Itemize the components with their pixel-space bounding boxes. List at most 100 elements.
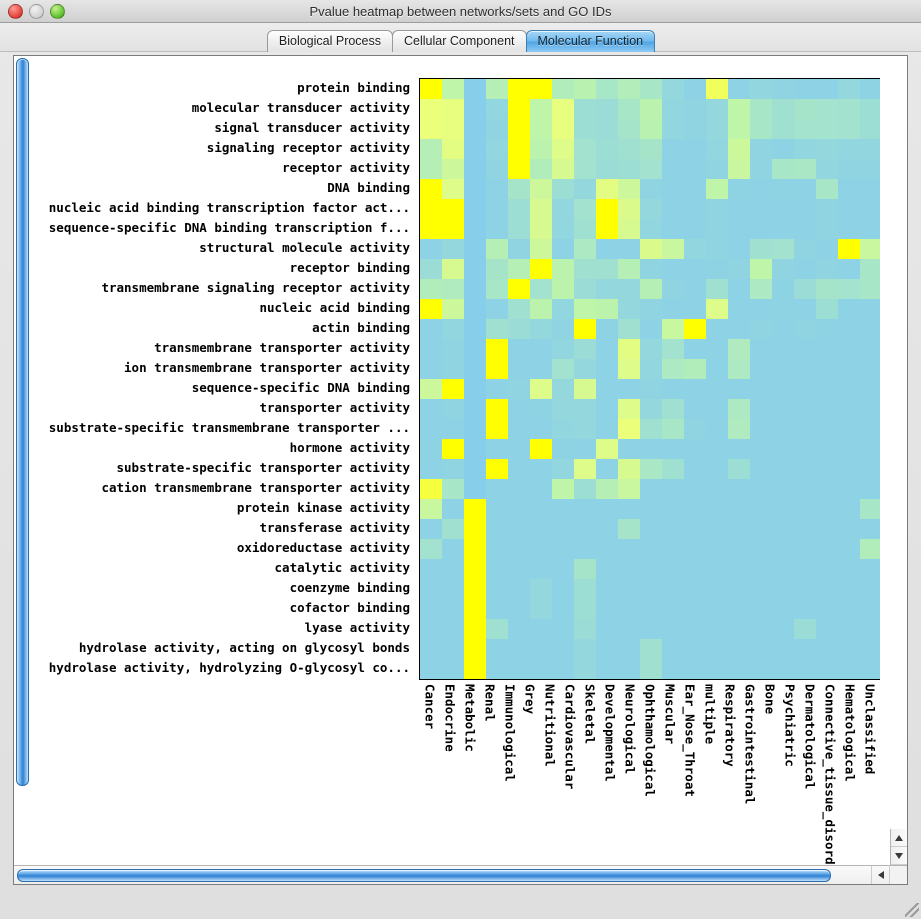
heatmap-cell[interactable] <box>618 639 640 659</box>
heatmap-cell[interactable] <box>618 299 640 319</box>
heatmap-cell[interactable] <box>552 99 574 119</box>
tab-molecular-function[interactable]: Molecular Function <box>525 30 656 52</box>
heatmap-cell[interactable] <box>684 259 706 279</box>
heatmap-cell[interactable] <box>684 519 706 539</box>
heatmap-cell[interactable] <box>684 79 706 99</box>
heatmap-cell[interactable] <box>442 159 464 179</box>
heatmap-cell[interactable] <box>640 539 662 559</box>
heatmap-cell[interactable] <box>794 599 816 619</box>
heatmap-cell[interactable] <box>860 419 880 439</box>
heatmap-cell[interactable] <box>772 179 794 199</box>
heatmap-cell[interactable] <box>508 399 530 419</box>
heatmap-cell[interactable] <box>772 599 794 619</box>
heatmap-cell[interactable] <box>860 639 880 659</box>
heatmap-cell[interactable] <box>464 499 486 519</box>
heatmap-cell[interactable] <box>530 379 552 399</box>
heatmap-cell[interactable] <box>574 399 596 419</box>
heatmap-cell[interactable] <box>662 319 684 339</box>
heatmap-cell[interactable] <box>860 499 880 519</box>
heatmap-cell[interactable] <box>772 479 794 499</box>
heatmap-cell[interactable] <box>640 659 662 679</box>
heatmap-cell[interactable] <box>530 519 552 539</box>
heatmap-cell[interactable] <box>420 539 442 559</box>
heatmap-cell[interactable] <box>530 259 552 279</box>
heatmap-cell[interactable] <box>706 659 728 679</box>
heatmap-cell[interactable] <box>662 579 684 599</box>
heatmap-cell[interactable] <box>618 519 640 539</box>
heatmap-cell[interactable] <box>728 419 750 439</box>
heatmap-cell[interactable] <box>574 259 596 279</box>
heatmap-cell[interactable] <box>794 359 816 379</box>
heatmap-cell[interactable] <box>662 359 684 379</box>
heatmap-cell[interactable] <box>442 259 464 279</box>
heatmap-cell[interactable] <box>772 259 794 279</box>
heatmap-cell[interactable] <box>464 459 486 479</box>
heatmap-cell[interactable] <box>552 479 574 499</box>
heatmap-cell[interactable] <box>838 419 860 439</box>
heatmap-cell[interactable] <box>640 599 662 619</box>
heatmap-cell[interactable] <box>750 659 772 679</box>
heatmap-cell[interactable] <box>816 619 838 639</box>
heatmap-cell[interactable] <box>508 479 530 499</box>
heatmap-cell[interactable] <box>684 139 706 159</box>
heatmap-cell[interactable] <box>728 459 750 479</box>
heatmap-cell[interactable] <box>574 619 596 639</box>
heatmap-cell[interactable] <box>838 239 860 259</box>
heatmap-cell[interactable] <box>486 419 508 439</box>
heatmap-cell[interactable] <box>464 239 486 259</box>
heatmap-cell[interactable] <box>640 479 662 499</box>
heatmap-cell[interactable] <box>552 399 574 419</box>
heatmap-cell[interactable] <box>750 79 772 99</box>
heatmap-cell[interactable] <box>508 539 530 559</box>
heatmap-cell[interactable] <box>706 119 728 139</box>
tab-biological-process[interactable]: Biological Process <box>266 30 394 52</box>
heatmap-cell[interactable] <box>860 119 880 139</box>
heatmap-cell[interactable] <box>552 259 574 279</box>
chevron-left-icon[interactable] <box>877 871 884 879</box>
heatmap-cell[interactable] <box>684 319 706 339</box>
heatmap-cell[interactable] <box>706 199 728 219</box>
heatmap-cell[interactable] <box>706 279 728 299</box>
heatmap-cell[interactable] <box>442 619 464 639</box>
heatmap-cell[interactable] <box>552 519 574 539</box>
heatmap-cell[interactable] <box>860 299 880 319</box>
heatmap-cell[interactable] <box>508 559 530 579</box>
heatmap-cell[interactable] <box>530 119 552 139</box>
heatmap-cell[interactable] <box>816 239 838 259</box>
heatmap-cell[interactable] <box>574 379 596 399</box>
heatmap-cell[interactable] <box>728 239 750 259</box>
heatmap-cell[interactable] <box>860 439 880 459</box>
heatmap-cell[interactable] <box>464 139 486 159</box>
heatmap-cell[interactable] <box>750 619 772 639</box>
heatmap-cell[interactable] <box>420 659 442 679</box>
heatmap-cell[interactable] <box>464 439 486 459</box>
heatmap-cell[interactable] <box>860 459 880 479</box>
heatmap-cell[interactable] <box>420 179 442 199</box>
heatmap-cell[interactable] <box>640 159 662 179</box>
heatmap-cell[interactable] <box>530 299 552 319</box>
heatmap-cell[interactable] <box>640 499 662 519</box>
heatmap-cell[interactable] <box>486 499 508 519</box>
heatmap-cell[interactable] <box>596 119 618 139</box>
heatmap-cell[interactable] <box>750 299 772 319</box>
heatmap-cell[interactable] <box>486 479 508 499</box>
heatmap-cell[interactable] <box>772 519 794 539</box>
heatmap-cell[interactable] <box>662 439 684 459</box>
heatmap-cell[interactable] <box>662 79 684 99</box>
heatmap-cell[interactable] <box>530 359 552 379</box>
heatmap-cell[interactable] <box>706 439 728 459</box>
heatmap-cell[interactable] <box>794 559 816 579</box>
heatmap-cell[interactable] <box>574 359 596 379</box>
heatmap-cell[interactable] <box>662 519 684 539</box>
heatmap-cell[interactable] <box>750 199 772 219</box>
heatmap-cell[interactable] <box>684 599 706 619</box>
heatmap-cell[interactable] <box>464 299 486 319</box>
heatmap-cell[interactable] <box>574 439 596 459</box>
heatmap-cell[interactable] <box>574 159 596 179</box>
heatmap-cell[interactable] <box>772 399 794 419</box>
heatmap-cell[interactable] <box>464 79 486 99</box>
heatmap-cell[interactable] <box>772 579 794 599</box>
heatmap-cell[interactable] <box>596 519 618 539</box>
heatmap-cell[interactable] <box>794 319 816 339</box>
heatmap-cell[interactable] <box>552 339 574 359</box>
